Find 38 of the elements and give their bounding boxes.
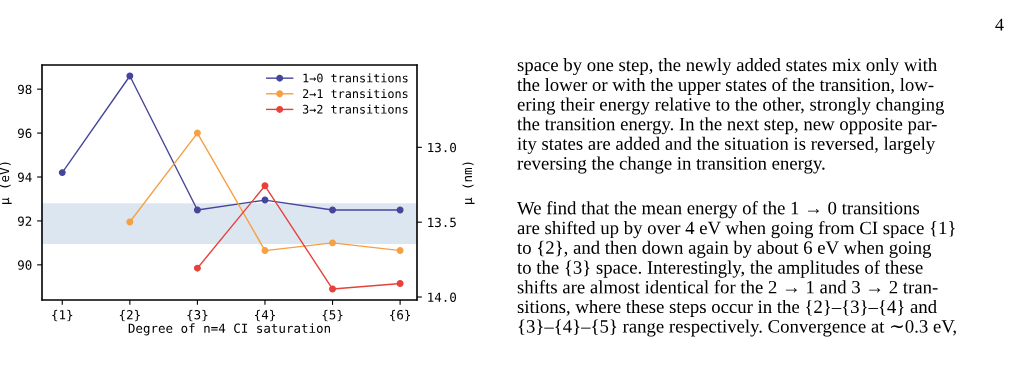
- y-tick-label: 96: [18, 128, 32, 139]
- point: [329, 239, 337, 247]
- text: We find that the mean energy of the 1 → 0 transitions are shifted up by over 4 eV when going from CI space {1} to {2}, and then down again by about 6 eV when going to the {3} space. Interestingly, the amplitudes of these shifts are almost identical for the 2 → 1 and 3 → 2 tran- sitions, where these steps occur in the {2}–{3}–{4} and {3}–{4}–{5} range respectively. Convergence at ∼0.3 eV,: [517, 201, 956, 337]
- y-axis-title: μ (eV): [0, 162, 12, 204]
- point: [261, 196, 269, 204]
- y2-tick-label: 13.5: [428, 217, 456, 228]
- point: [193, 129, 201, 137]
- text: space by one step, the newly added states mix only with the lower or with the upper states of the transition, low- ering their energy relative to the other, strongly changing the transition energy. In the next step, new opposite par- ity states are added and the situation is reversed, largely reversing the change in transition energy.: [517, 58, 945, 174]
- point: [261, 247, 269, 255]
- point: [396, 280, 404, 288]
- point: [261, 182, 269, 190]
- y-tick-label: 90: [18, 260, 32, 270]
- point: [396, 247, 404, 255]
- point: [58, 169, 66, 177]
- x-tick-label: {5}: [322, 309, 343, 322]
- point: [329, 285, 337, 293]
- x-tick-label: {4}: [255, 309, 275, 322]
- x-tick-label: {1}: [52, 309, 73, 322]
- point: [126, 218, 134, 226]
- point: [193, 264, 201, 272]
- y2-tick-label: 14.0: [428, 292, 457, 302]
- y-tick-label: 98: [18, 84, 32, 95]
- legend-label: 1→0 transitions: [303, 73, 408, 83]
- y2-axis-title: μ (nm): [462, 162, 475, 204]
- x-tick-label: {3}: [187, 309, 208, 322]
- x-axis-title: Degree of n=4 CI saturation: [128, 323, 330, 336]
- legend-label: 2→1 transitions: [303, 88, 408, 99]
- text: 4: [995, 18, 1004, 31]
- point: [329, 206, 337, 214]
- x-tick-label: {2}: [119, 309, 140, 322]
- point: [396, 206, 404, 214]
- y-tick-label: 94: [18, 172, 32, 182]
- x-tick-label: {6}: [390, 309, 411, 322]
- y2-tick-label: 13.0: [428, 142, 457, 153]
- point: [193, 206, 201, 214]
- point: [126, 72, 134, 80]
- legend-label: 3→2 transitions: [302, 104, 408, 114]
- y-tick-label: 92: [18, 216, 32, 226]
